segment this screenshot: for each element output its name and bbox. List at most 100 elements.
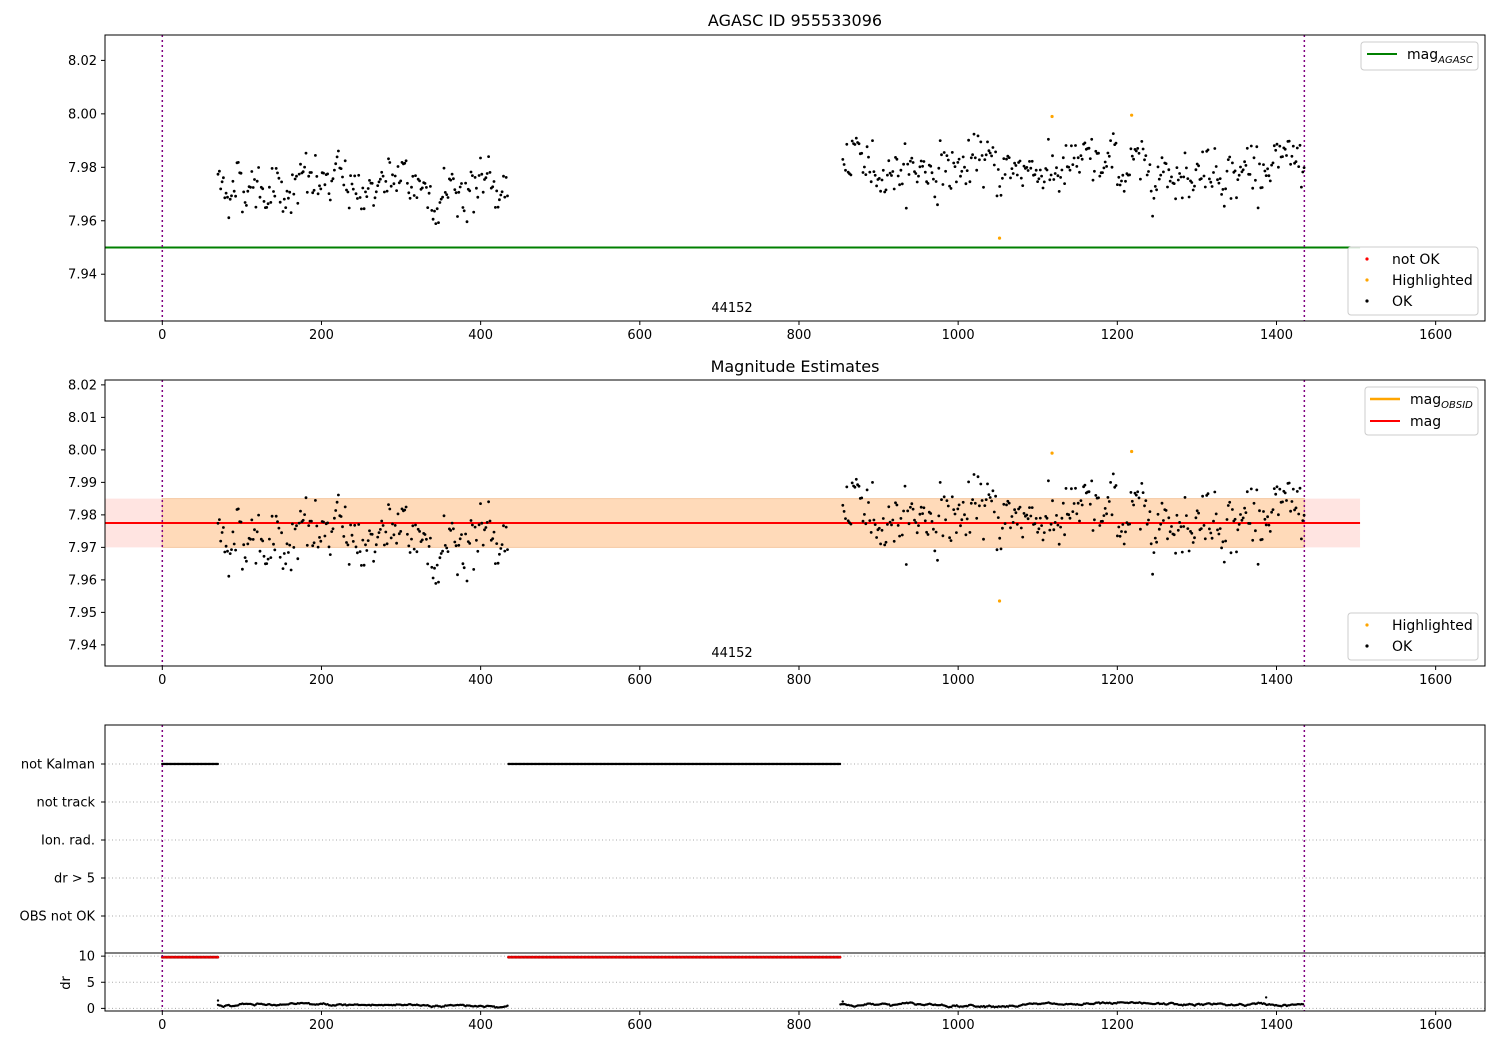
ok-point <box>1013 161 1016 165</box>
ok-point <box>1045 516 1049 520</box>
ok-point <box>491 537 495 540</box>
ok-point <box>456 215 459 218</box>
dr-outlier-point <box>841 1000 844 1003</box>
ok-point <box>449 529 453 532</box>
ok-point <box>310 519 313 523</box>
ok-point <box>853 485 857 489</box>
ok-point <box>1275 485 1279 489</box>
ok-point <box>406 532 409 536</box>
ok-point <box>895 157 899 161</box>
ok-point <box>1147 170 1150 173</box>
ok-point <box>1068 168 1072 172</box>
ok-point <box>1149 189 1153 193</box>
ok-point <box>1236 178 1240 182</box>
ok-point <box>873 523 877 526</box>
ok-point <box>1097 496 1100 500</box>
ok-point <box>502 174 505 178</box>
y-tick-label: 7.94 <box>68 268 97 283</box>
ok-point <box>1009 176 1012 180</box>
ok-point <box>403 508 407 512</box>
ok-point <box>232 189 236 193</box>
ok-point <box>1285 499 1288 502</box>
ok-point <box>1028 160 1031 163</box>
ok-point <box>1034 168 1038 172</box>
ok-point <box>312 541 316 545</box>
ok-point <box>239 520 243 524</box>
ok-point <box>1170 175 1173 179</box>
ok-point <box>968 531 972 534</box>
ok-point <box>506 548 509 551</box>
ok-point <box>1233 169 1237 173</box>
ok-point <box>1011 521 1015 524</box>
ok-point <box>880 178 884 182</box>
ok-point <box>1295 146 1299 150</box>
ok-point <box>445 546 449 550</box>
ok-point <box>1217 181 1221 185</box>
ok-point <box>473 176 477 179</box>
ok-point <box>932 177 935 181</box>
ok-point <box>1202 524 1206 527</box>
ok-point <box>959 174 962 178</box>
ok-point <box>222 176 225 180</box>
ok-point <box>454 191 458 195</box>
ok-point <box>435 563 439 567</box>
ok-point <box>880 528 884 532</box>
ok-point <box>481 543 485 547</box>
ok-point <box>268 537 271 541</box>
ok-point <box>258 549 262 553</box>
ok-point <box>469 519 473 522</box>
ok-point <box>1283 491 1287 495</box>
ok-point <box>949 539 953 542</box>
ok-point <box>1063 533 1066 537</box>
ok-point <box>420 538 424 542</box>
ok-point <box>249 185 252 189</box>
ok-point <box>496 561 500 565</box>
ok-point <box>1144 499 1148 502</box>
ok-point <box>986 482 989 486</box>
ok-point <box>884 540 888 544</box>
ok-point <box>921 164 924 168</box>
ok-point <box>1093 518 1096 522</box>
ok-point <box>1141 491 1145 494</box>
ok-point <box>407 544 411 548</box>
ok-point <box>1208 527 1211 531</box>
ok-point <box>1182 175 1186 179</box>
ok-point <box>1194 168 1198 172</box>
ok-point <box>1122 542 1126 546</box>
ok-point <box>842 163 846 166</box>
ok-point <box>871 481 874 484</box>
ok-point <box>1245 490 1249 494</box>
y-tick-label: 7.96 <box>68 214 97 229</box>
ok-point <box>1105 165 1108 168</box>
ok-point <box>438 201 442 204</box>
ok-point <box>282 552 286 555</box>
x-tick-label: 1200 <box>1101 328 1134 343</box>
ok-point <box>262 554 266 558</box>
ok-point <box>266 557 270 561</box>
ok-point <box>863 165 866 169</box>
ok-point <box>955 180 958 184</box>
dr-over-limit-point <box>838 955 842 959</box>
ok-point <box>224 191 228 195</box>
ok-point <box>991 489 995 493</box>
ok-point <box>1009 526 1012 530</box>
ok-point <box>910 502 914 506</box>
ok-point <box>1128 173 1131 177</box>
ok-point <box>253 178 256 181</box>
ok-point <box>984 153 988 157</box>
ok-point <box>1277 513 1280 517</box>
ok-point <box>1021 184 1025 188</box>
ok-point <box>397 532 401 536</box>
ok-point <box>460 182 463 185</box>
ok-point <box>907 522 911 526</box>
ok-point <box>1172 533 1176 537</box>
ok-point <box>366 187 370 190</box>
ok-point <box>938 481 942 484</box>
ok-point <box>1256 206 1260 210</box>
ok-point <box>1294 160 1298 164</box>
ok-point <box>342 183 346 187</box>
ok-point <box>869 180 873 184</box>
ok-point <box>903 142 907 146</box>
ok-point <box>415 550 419 554</box>
ok-point <box>365 549 369 552</box>
